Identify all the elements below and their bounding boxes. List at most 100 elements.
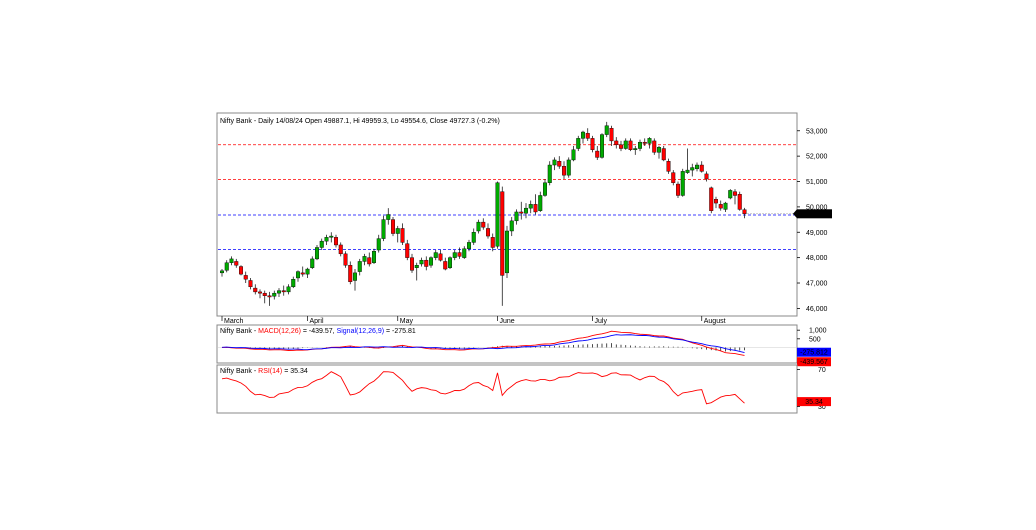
candlestick — [267, 291, 272, 306]
price-axis-label: 47,000 — [806, 281, 828, 288]
candle-body — [329, 235, 334, 238]
macd-header-text: Nifty Bank - MACD(12,26) = -439.57, Sign… — [220, 328, 416, 335]
candlestick — [405, 239, 410, 261]
candlestick — [685, 148, 690, 174]
x-axis-month-label: August — [704, 318, 726, 325]
macd-series-line — [221, 334, 745, 354]
candlestick — [419, 257, 424, 267]
candle-body — [676, 183, 681, 196]
candlestick — [514, 209, 519, 225]
candlestick — [657, 145, 662, 159]
candle-body — [737, 193, 742, 210]
macd-axis-label: 500 — [809, 336, 821, 343]
candle-body — [262, 292, 267, 296]
candle-body — [609, 128, 614, 142]
candle-body — [467, 242, 472, 249]
candle-body — [718, 204, 723, 209]
candle-body — [400, 228, 405, 243]
candle-body — [623, 140, 628, 149]
candlestick — [728, 189, 733, 200]
candlestick — [467, 239, 472, 252]
candle-body — [476, 221, 481, 232]
candle-body — [547, 164, 552, 183]
candle-body — [272, 292, 277, 297]
candlestick — [400, 223, 405, 245]
candlestick — [286, 284, 291, 295]
candlestick — [443, 257, 448, 271]
candlestick — [652, 138, 657, 155]
candle-body — [248, 280, 253, 288]
candle-body — [319, 240, 324, 248]
candlestick — [509, 217, 514, 237]
candlestick — [552, 157, 557, 171]
candlestick — [395, 225, 400, 243]
candle-body — [481, 221, 486, 228]
candle-body — [438, 253, 443, 261]
candle-body — [509, 220, 514, 232]
candlestick — [600, 133, 605, 159]
candle-body — [576, 138, 581, 149]
candlestick — [614, 137, 619, 149]
candle-body — [490, 237, 495, 248]
candlestick — [524, 203, 529, 219]
candle-body — [424, 259, 429, 267]
candle-body — [386, 214, 391, 220]
candlestick — [562, 161, 567, 179]
candle-body — [666, 161, 671, 172]
candle-body — [600, 134, 605, 158]
candlestick — [319, 238, 324, 251]
candlestick — [581, 130, 586, 144]
candlestick — [585, 128, 590, 141]
rsi-axis-label: 30 — [818, 404, 826, 411]
candlestick — [471, 228, 476, 245]
candle-body — [614, 140, 619, 145]
candle-body — [619, 144, 624, 149]
candlestick — [386, 208, 391, 225]
candlestick — [248, 277, 253, 290]
candle-body — [562, 166, 567, 176]
candlestick — [243, 271, 248, 284]
candlestick — [353, 269, 358, 291]
candle-body — [533, 204, 538, 213]
candle-body — [258, 291, 263, 294]
candlestick — [666, 158, 671, 174]
candle-body — [462, 248, 467, 258]
candlestick — [338, 242, 343, 257]
candlestick — [519, 201, 524, 220]
candlestick — [391, 217, 396, 237]
candle-body — [538, 195, 543, 211]
candle-body — [410, 257, 415, 271]
price-header-text: Nifty Bank - Daily 14/08/24 Open 49887.1… — [220, 118, 500, 125]
candle-body — [443, 261, 448, 270]
candle-body — [585, 133, 590, 139]
candlestick — [571, 145, 576, 162]
macd-axis-label: 1,000 — [809, 328, 827, 335]
candlestick — [547, 161, 552, 186]
candlestick — [619, 140, 624, 152]
candlestick — [224, 260, 229, 273]
candle-body — [714, 199, 719, 204]
candlestick — [695, 162, 700, 172]
candlestick — [258, 289, 263, 299]
candle-body — [433, 252, 438, 258]
candlestick — [424, 256, 429, 271]
candle-body — [353, 272, 358, 281]
candlestick — [219, 269, 224, 277]
candle-body — [238, 266, 243, 275]
candle-body — [277, 290, 282, 294]
macd-signal-box: -275.812 — [797, 347, 831, 357]
candlestick — [305, 267, 310, 278]
x-axis-month-label: April — [310, 318, 324, 325]
candle-body — [381, 219, 386, 239]
candle-body — [343, 253, 348, 266]
candlestick — [690, 163, 695, 177]
candlestick — [291, 276, 296, 289]
candlestick — [376, 234, 381, 253]
candle-body — [362, 256, 367, 262]
price-axis-label: 51,000 — [806, 179, 828, 186]
candlestick — [671, 170, 676, 186]
candle-body — [566, 159, 571, 176]
x-axis-month-label: March — [224, 318, 244, 325]
candlestick — [481, 218, 486, 230]
